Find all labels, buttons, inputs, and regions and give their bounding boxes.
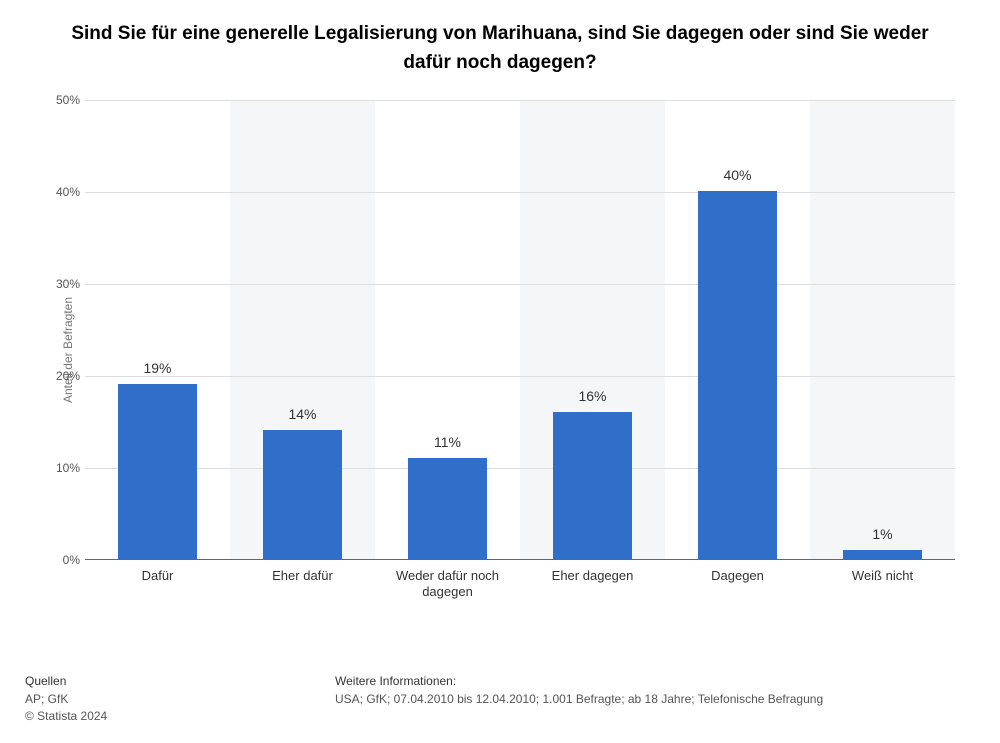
- info-heading: Weitere Informationen:: [335, 674, 975, 688]
- bar-value-label: 16%: [553, 388, 633, 404]
- bar-value-label: 11%: [408, 434, 488, 450]
- x-tick-label: Eher dagegen: [520, 568, 665, 584]
- x-tick-label: Weiß nicht: [810, 568, 955, 584]
- y-tick-label: 20%: [40, 369, 80, 383]
- y-axis-label: Anteil der Befragten: [61, 297, 75, 403]
- gridline: [85, 100, 955, 101]
- copyright-text: © Statista 2024: [25, 708, 335, 725]
- bar: 16%: [553, 412, 633, 559]
- bar: 14%: [263, 430, 343, 559]
- y-tick-label: 30%: [40, 277, 80, 291]
- gridline: [85, 284, 955, 285]
- bar-value-label: 19%: [118, 360, 198, 376]
- plot-stripe: [810, 100, 955, 559]
- bar: 11%: [408, 458, 488, 559]
- y-tick-label: 50%: [40, 93, 80, 107]
- sources-heading: Quellen: [25, 674, 335, 688]
- plot-region: 0%10%20%30%40%50%19%14%11%16%40%1%: [85, 100, 955, 560]
- chart-area: Anteil der Befragten 0%10%20%30%40%50%19…: [85, 100, 955, 600]
- y-tick-label: 40%: [40, 185, 80, 199]
- gridline: [85, 376, 955, 377]
- bar: 19%: [118, 384, 198, 559]
- bar: 1%: [843, 550, 923, 559]
- sources-text: AP; GfK: [25, 691, 335, 708]
- bar-value-label: 1%: [843, 526, 923, 542]
- gridline: [85, 192, 955, 193]
- x-tick-label: Weder dafür noch dagegen: [375, 568, 520, 601]
- gridline: [85, 468, 955, 469]
- chart-footer: Quellen AP; GfK © Statista 2024 Weitere …: [25, 674, 975, 725]
- y-tick-label: 0%: [40, 553, 80, 567]
- info-text: USA; GfK; 07.04.2010 bis 12.04.2010; 1.0…: [335, 691, 975, 708]
- bar-value-label: 14%: [263, 406, 343, 422]
- bar-value-label: 40%: [698, 167, 778, 183]
- bar: 40%: [698, 191, 778, 559]
- x-tick-label: Dagegen: [665, 568, 810, 584]
- chart-title: Sind Sie für eine generelle Legalisierun…: [0, 0, 1000, 87]
- x-tick-label: Eher dafür: [230, 568, 375, 584]
- x-tick-label: Dafür: [85, 568, 230, 584]
- y-tick-label: 10%: [40, 461, 80, 475]
